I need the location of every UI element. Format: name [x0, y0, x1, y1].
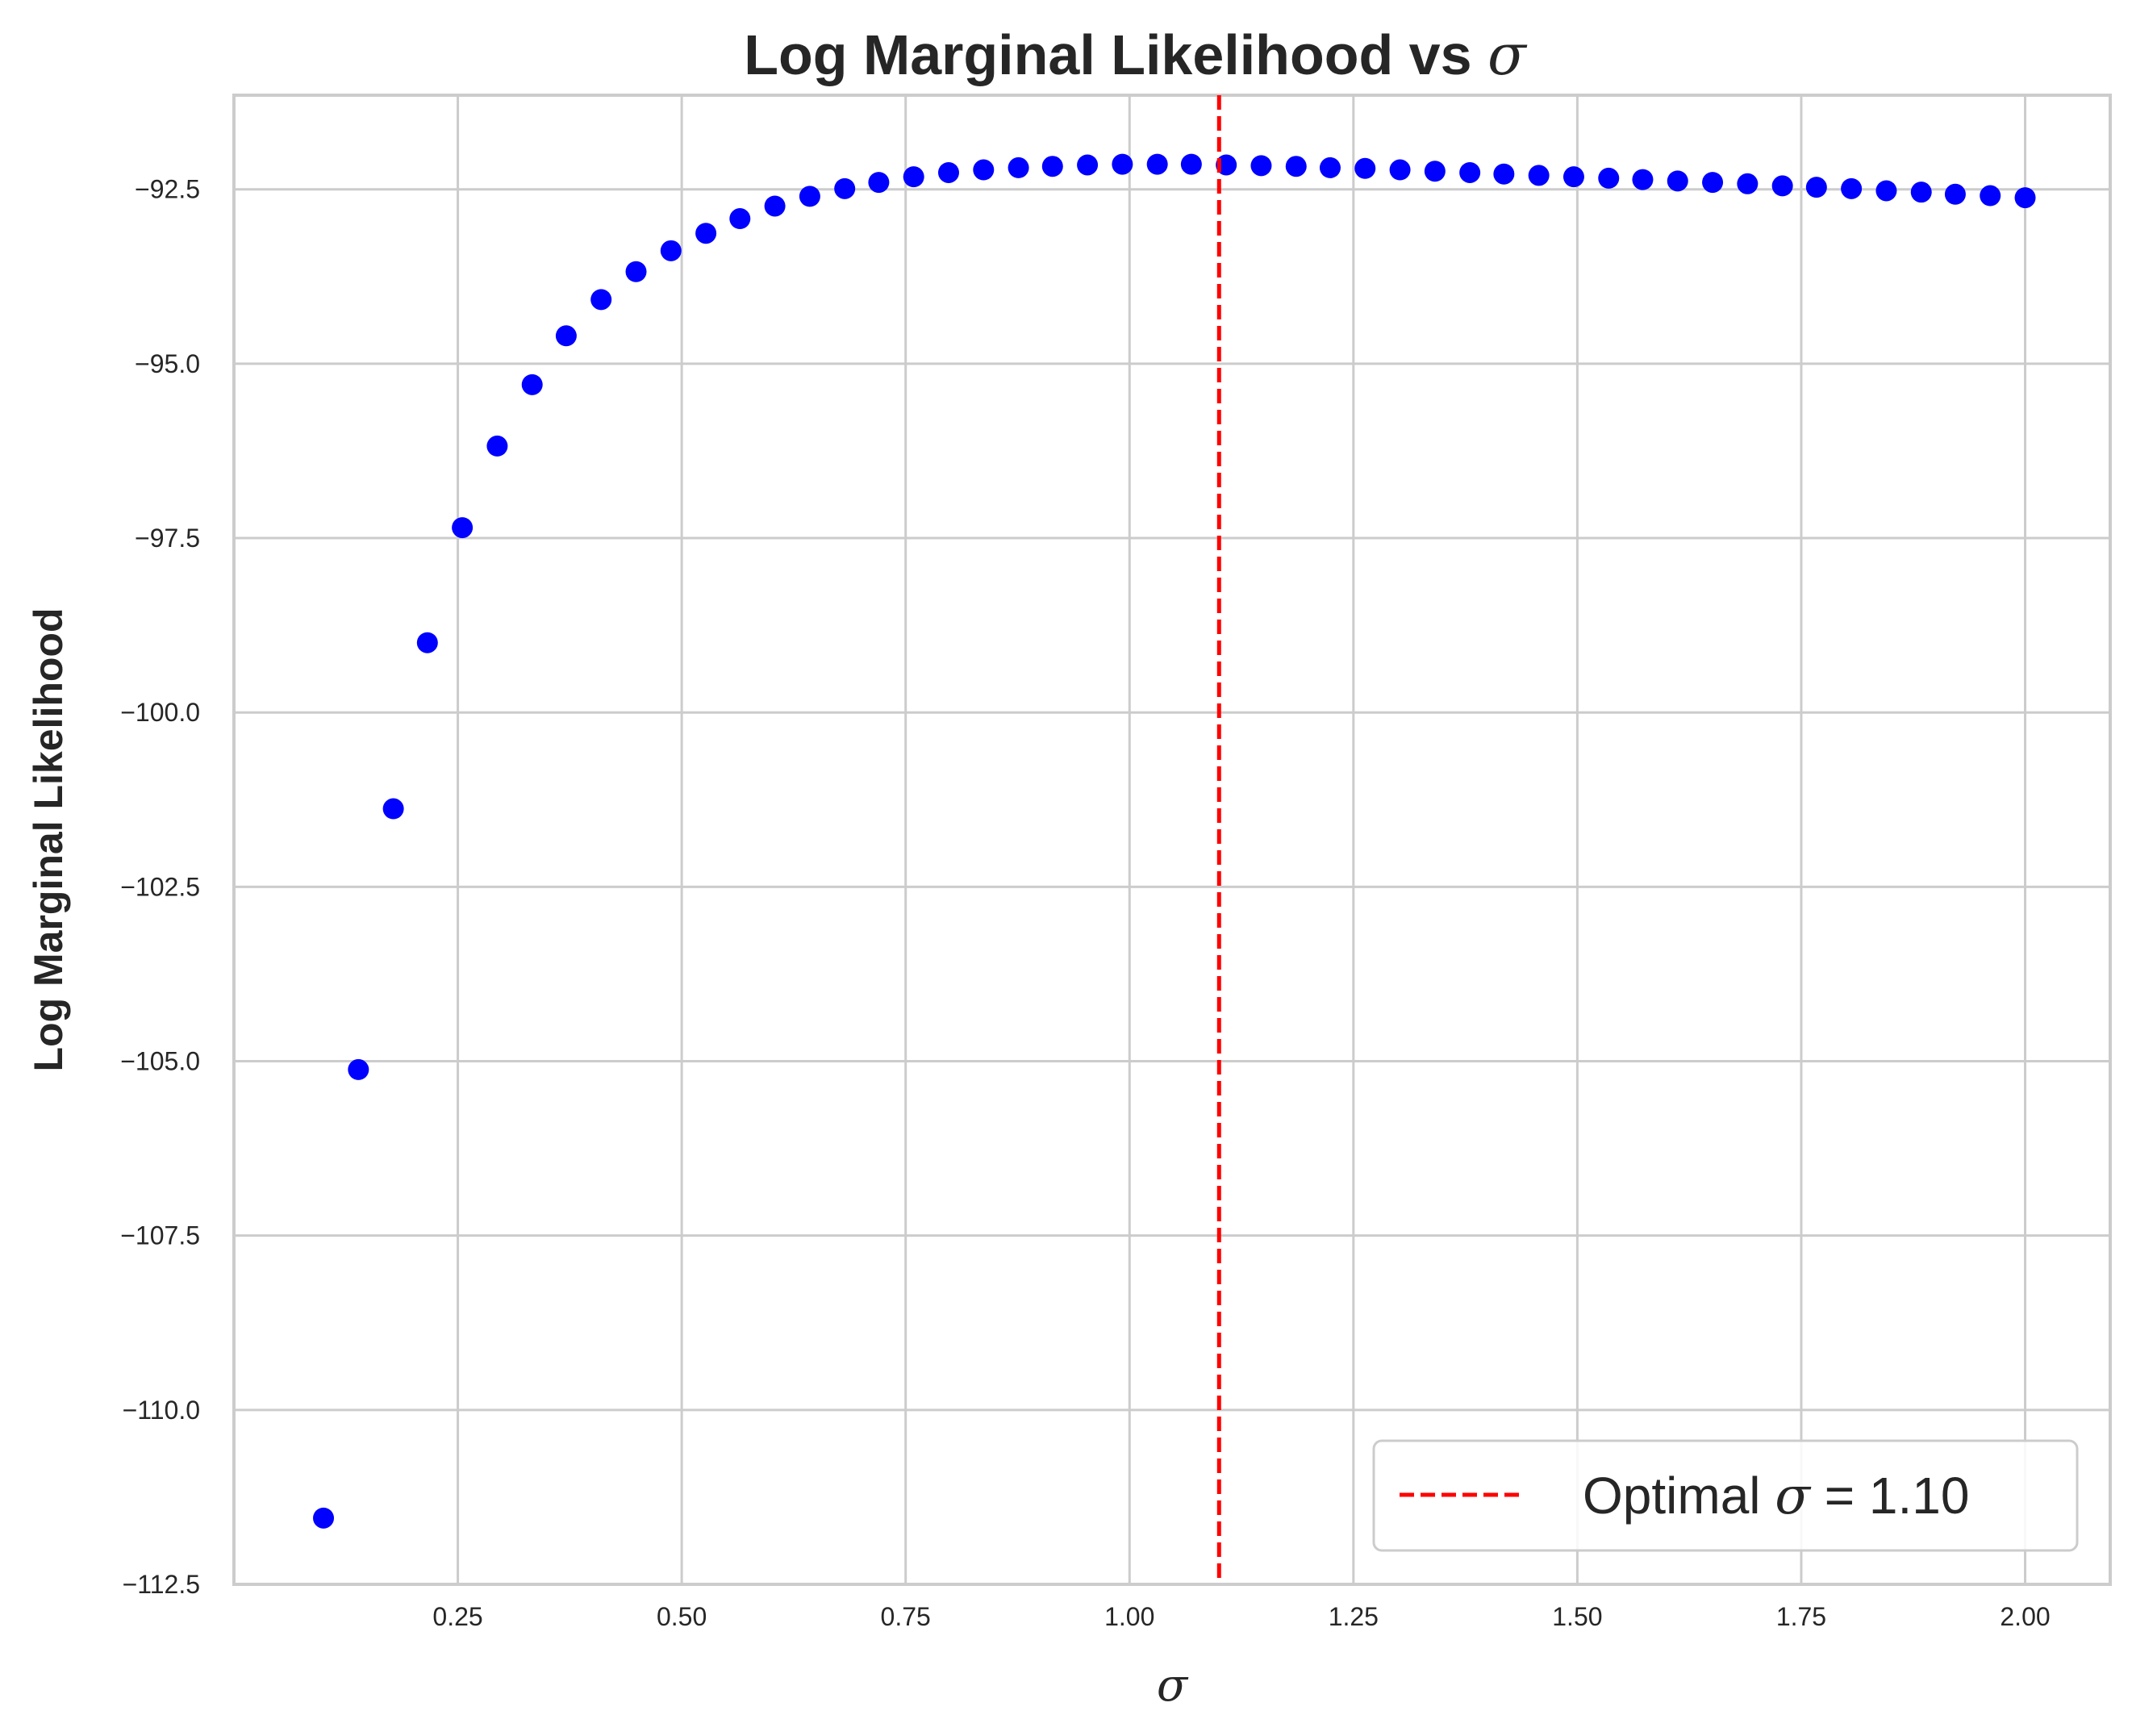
legend: Optimal σ = 1.10 [1372, 1439, 2079, 1552]
x-tick-label: 0.25 [432, 1602, 482, 1631]
data-point [1771, 175, 1793, 197]
data-point [1632, 169, 1654, 190]
legend-label-value: = 1.10 [1810, 1467, 1970, 1525]
data-point [1008, 156, 1029, 178]
data-point [486, 435, 508, 457]
x-tick-labels: 0.25 0.50 0.75 1.00 1.25 1.50 1.75 2.00 [432, 1602, 2050, 1631]
data-point [799, 186, 820, 207]
data-point [729, 208, 751, 230]
data-point [1354, 157, 1376, 179]
data-point [973, 159, 995, 181]
x-tick-label: 0.50 [657, 1602, 707, 1631]
scatter-points [313, 153, 2036, 1529]
chart-title-symbol: σ [1487, 22, 1528, 88]
x-tick-label: 2.00 [2000, 1602, 2050, 1631]
x-gridlines [457, 95, 2027, 1584]
y-tick-label: −95.0 [135, 349, 200, 378]
data-point [521, 373, 543, 395]
data-point [590, 289, 612, 311]
y-tick-label: −92.5 [135, 175, 200, 204]
x-axis-label: σ [1157, 1659, 1189, 1712]
data-point [1737, 173, 1759, 194]
data-point [1702, 172, 1724, 194]
data-point [1459, 161, 1481, 183]
data-point [1562, 166, 1584, 188]
y-tick-label: −102.5 [120, 872, 200, 901]
data-point [1146, 153, 1168, 175]
data-point [1389, 159, 1411, 181]
data-point [1285, 156, 1307, 177]
y-tick-labels: −112.5 −110.0 −107.5 −105.0 −102.5 −100.0 −97.… [120, 175, 200, 1599]
data-point [903, 166, 924, 188]
y-tick-label: −107.5 [120, 1221, 200, 1250]
chart-title-text: Log Marginal Likelihood vs [744, 23, 1487, 86]
data-point [1841, 177, 1863, 199]
data-point [452, 517, 474, 539]
data-point [1805, 177, 1827, 198]
data-point [313, 1507, 335, 1529]
y-tick-label: −97.5 [135, 524, 200, 553]
plot-frame [232, 94, 2112, 1586]
x-tick-label: 0.75 [881, 1602, 931, 1631]
data-point [1910, 182, 1932, 203]
data-point [1041, 156, 1063, 177]
data-point [2014, 187, 2036, 209]
y-tick-label: −112.5 [123, 1570, 200, 1599]
x-tick-label: 1.00 [1104, 1602, 1154, 1631]
chart-title: Log Marginal Likelihood vs σ [744, 22, 1528, 88]
data-point [416, 632, 438, 653]
x-tick-label: 1.25 [1329, 1602, 1379, 1631]
data-point [1944, 183, 1966, 205]
legend-label-text: Optimal [1583, 1467, 1775, 1525]
data-point [937, 161, 959, 183]
data-point [382, 798, 404, 820]
data-point [1180, 153, 1202, 175]
data-point [1077, 154, 1099, 176]
legend-box [1372, 1439, 2079, 1552]
data-point [1250, 155, 1272, 177]
x-tick-label: 1.75 [1776, 1602, 1826, 1631]
data-point [695, 223, 717, 244]
data-point [1980, 185, 2001, 207]
data-point [1319, 156, 1341, 178]
data-point [348, 1058, 369, 1080]
data-point [1493, 163, 1515, 185]
data-point [660, 240, 682, 261]
y-axis-label: Log Marginal Likelihood [26, 608, 71, 1072]
y-tick-label: −105.0 [120, 1047, 200, 1076]
data-point [555, 325, 577, 347]
data-point [1424, 161, 1446, 182]
data-point [625, 261, 647, 282]
y-tick-label: −110.0 [123, 1396, 200, 1425]
data-point [1875, 180, 1897, 202]
data-point [1528, 165, 1550, 186]
y-tick-label: −100.0 [120, 698, 200, 727]
legend-label: Optimal σ = 1.10 [1583, 1467, 1969, 1526]
data-point [1112, 153, 1133, 175]
data-point [1598, 167, 1620, 189]
legend-label-symbol: σ [1775, 1467, 1812, 1526]
data-point [868, 172, 890, 194]
data-point [764, 195, 786, 217]
x-tick-label: 1.50 [1552, 1602, 1602, 1631]
data-point [1667, 170, 1688, 192]
data-point [834, 177, 856, 199]
